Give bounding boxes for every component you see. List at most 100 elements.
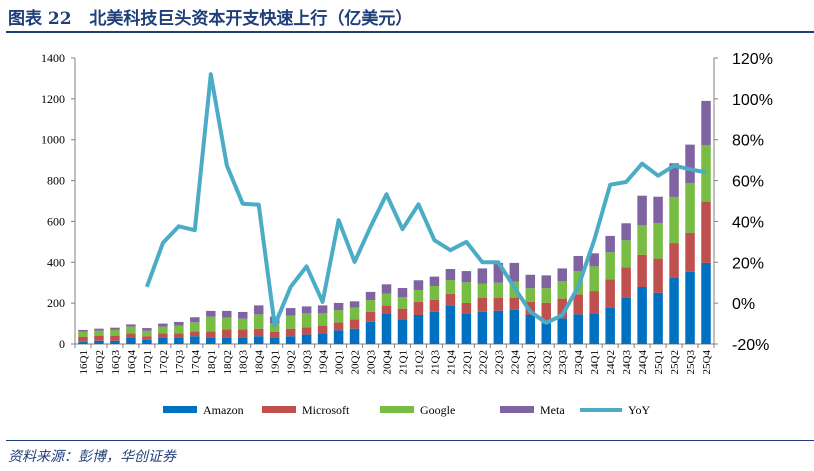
bar-microsoft [381, 305, 392, 314]
bar-amazon [541, 323, 552, 344]
bar-google [685, 183, 695, 233]
bar-meta [253, 305, 264, 315]
bar-amazon [78, 341, 88, 344]
bar-google [142, 330, 152, 337]
category-label: 20Q2 [350, 350, 362, 374]
yoy-line [145, 72, 707, 328]
right-tick-label: 100% [732, 92, 773, 109]
right-tick-label: 60% [732, 174, 764, 191]
bar-meta [285, 308, 296, 316]
bar-google [269, 323, 280, 332]
right-tick-label: 80% [732, 133, 764, 150]
bar-amazon [461, 313, 472, 344]
bar-amazon [525, 314, 536, 344]
right-tick-label: 20% [732, 255, 764, 272]
bar-amazon [222, 337, 232, 344]
legend-label: Google [420, 403, 455, 417]
legend-label: YoY [628, 403, 650, 417]
bar-meta [493, 262, 504, 283]
bar-google [126, 326, 136, 334]
bar-microsoft [317, 325, 328, 334]
bar-meta [573, 255, 583, 272]
bar-amazon [190, 336, 200, 344]
category-label: 25Q2 [669, 350, 681, 374]
bar-amazon [429, 311, 440, 344]
category-label: 23Q2 [541, 350, 553, 374]
bar-microsoft [349, 319, 360, 329]
left-tick-label: 600 [47, 214, 65, 228]
category-label: 25Q3 [685, 350, 697, 375]
category-label: 17Q1 [142, 350, 154, 374]
bar-microsoft [541, 302, 552, 324]
bar-google [237, 318, 248, 330]
bar-meta [94, 328, 104, 331]
bar-google [190, 322, 200, 332]
bar-microsoft [365, 311, 376, 322]
bar-amazon [253, 336, 264, 344]
bar-amazon [573, 314, 583, 344]
bar-microsoft [589, 291, 599, 314]
bar-meta [333, 302, 344, 311]
bar-meta [158, 323, 168, 327]
bar-meta [222, 310, 232, 318]
bar-google [525, 288, 536, 302]
bar-amazon [110, 340, 120, 344]
bar-google [589, 266, 599, 292]
bar-microsoft [669, 243, 679, 279]
bar-google [477, 283, 488, 298]
bar-microsoft [333, 322, 344, 331]
bar-meta [589, 253, 599, 267]
bar-microsoft [429, 299, 440, 312]
bar-microsoft [285, 328, 296, 337]
legend-swatch-amazon [163, 406, 197, 413]
bar-microsoft [94, 335, 104, 341]
bar-amazon [397, 319, 408, 344]
category-label: 19Q1 [270, 350, 282, 374]
bar-meta [557, 268, 567, 282]
bar-google [301, 313, 312, 328]
bar-meta [365, 291, 376, 301]
legend-label: Microsoft [302, 403, 350, 417]
left-tick-label: 200 [47, 296, 65, 310]
bar-meta [621, 223, 631, 241]
bar-microsoft [110, 335, 120, 341]
right-tick-label: -20% [732, 337, 769, 354]
bar-google [493, 282, 504, 298]
category-label: 20Q4 [382, 350, 394, 375]
category-label: 18Q1 [206, 350, 218, 374]
bar-amazon [685, 271, 695, 344]
bar-microsoft [621, 267, 631, 298]
bar-microsoft [557, 298, 567, 319]
category-label: 18Q3 [238, 350, 250, 375]
bar-meta [701, 100, 711, 146]
bar-amazon [381, 313, 392, 344]
bar-google [701, 145, 711, 202]
category-label: 17Q2 [158, 350, 170, 374]
bar-microsoft [237, 329, 248, 338]
bar-google [413, 290, 424, 302]
bar-amazon [94, 340, 104, 344]
category-label: 23Q1 [525, 350, 537, 374]
category-label: 16Q1 [78, 350, 90, 374]
bar-amazon [317, 333, 328, 344]
bar-microsoft [653, 258, 663, 293]
bar-google [94, 330, 104, 336]
bar-google [158, 326, 168, 334]
bar-google [365, 300, 376, 312]
bar-google [349, 307, 360, 320]
category-label: 23Q3 [557, 350, 569, 375]
bar-google [381, 293, 392, 306]
left-tick-label: 800 [47, 174, 65, 188]
bar-microsoft [413, 301, 424, 315]
bar-meta [349, 301, 360, 308]
bar-google [653, 223, 663, 259]
bar-microsoft [605, 279, 615, 308]
category-label: 19Q4 [318, 350, 330, 375]
bar-amazon [269, 337, 280, 344]
legend-swatch-microsoft [262, 406, 296, 413]
bar-google [222, 317, 232, 330]
left-tick-label: 1200 [41, 92, 65, 106]
bar-microsoft [701, 201, 711, 263]
bar-amazon [477, 311, 488, 344]
bar-microsoft [253, 328, 264, 337]
